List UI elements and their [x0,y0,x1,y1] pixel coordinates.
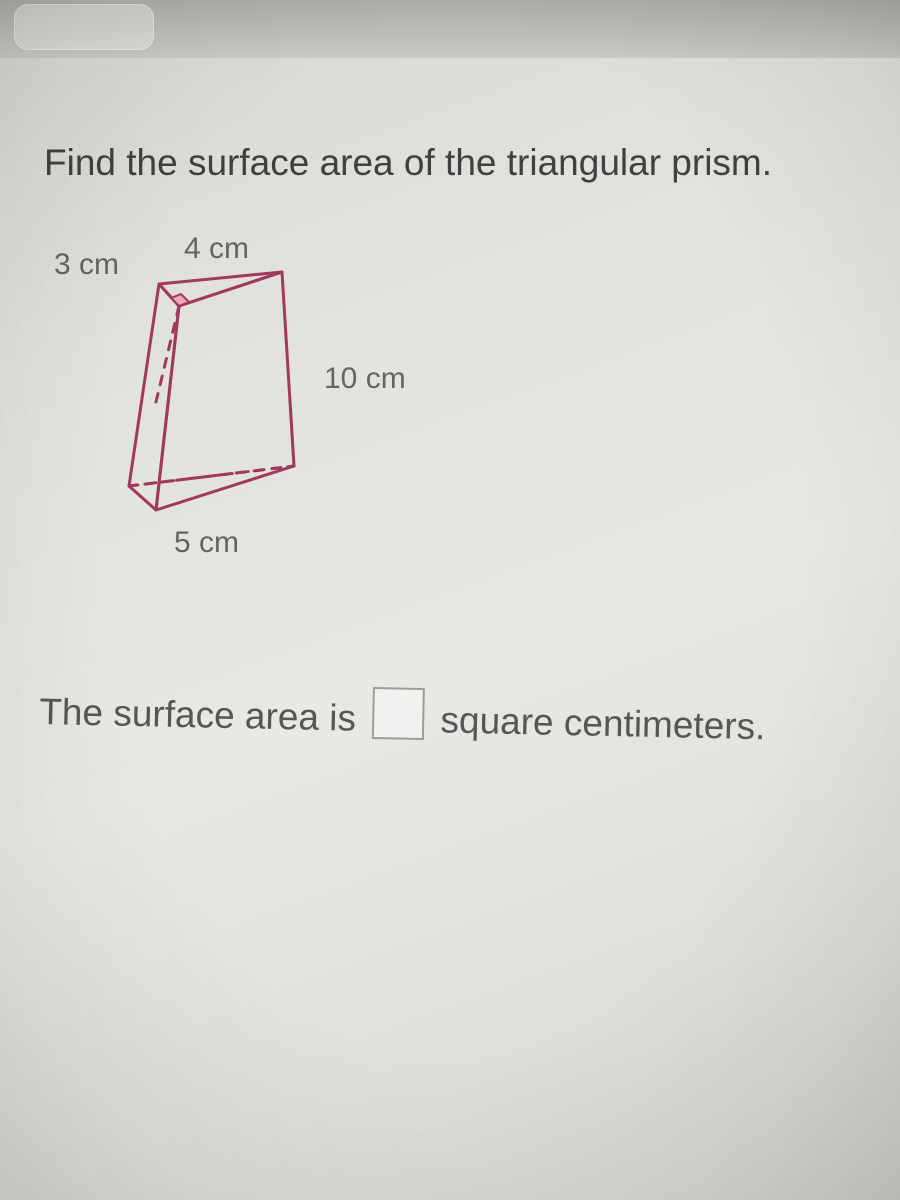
prism-svg [44,232,464,572]
label-hypotenuse: 5 cm [174,526,239,560]
prism-figure: 3 cm 4 cm 10 cm 5 cm [44,232,464,572]
label-leg-a: 3 cm [54,248,119,282]
answer-input-box[interactable] [372,687,425,740]
prism-face-front [129,284,179,510]
answer-sentence: The surface area is square centimeters. [39,680,890,751]
screen-top-tab [14,4,154,50]
question-text: Find the surface area of the triangular … [44,142,890,184]
answer-suffix: square centimeters. [440,699,766,747]
answer-prefix: The surface area is [39,691,357,739]
prism-hidden-edge-df [129,466,294,486]
label-height: 10 cm [324,362,406,396]
label-leg-b: 4 cm [184,232,249,266]
